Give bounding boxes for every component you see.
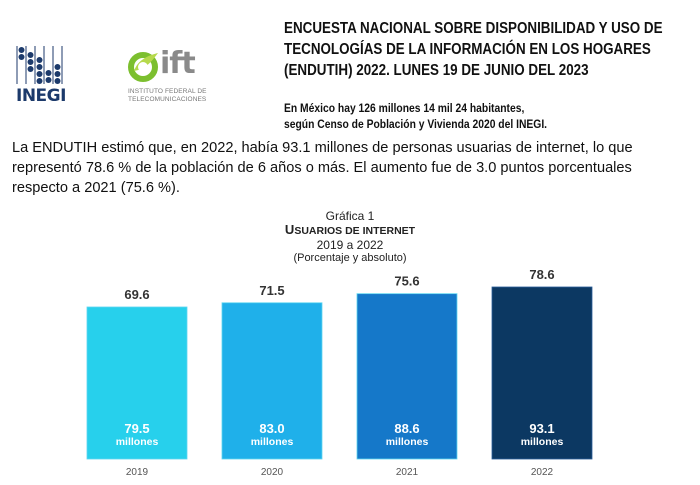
chart-note: (Porcentaje y absoluto) — [293, 252, 407, 264]
ift-subtitle-line1: INSTITUTO FEDERAL DE — [128, 88, 207, 95]
absolute-unit-label: millones — [116, 436, 159, 448]
x-tick-label: 2022 — [531, 467, 554, 478]
header-subtitle-line: En México hay 126 millones 14 mil 24 hab… — [284, 101, 525, 115]
chart-title: USUARIOS DE INTERNET — [200, 223, 500, 238]
header-title-line: (ENDUTIH) 2022. LUNES 19 DE JUNIO DEL 20… — [284, 62, 589, 79]
absolute-label: 79.5 — [124, 421, 149, 436]
absolute-label: 83.0 — [259, 421, 284, 436]
header-title: ENCUESTA NACIONAL SOBRE DISPONIBILIDAD Y… — [284, 18, 663, 81]
ift-subtitle-line2: TELECOMUNICACIONES — [128, 96, 207, 103]
value-label: 78.6 — [529, 267, 554, 282]
inegi-dots-icon — [16, 46, 63, 84]
header-title-line: ENCUESTA NACIONAL SOBRE DISPONIBILIDAD Y… — [284, 20, 663, 37]
header-subtitle: En México hay 126 millones 14 mil 24 hab… — [284, 100, 637, 132]
body-line: La ENDUTIH estimó que, en 2022, había 93… — [12, 140, 633, 156]
value-label: 71.5 — [259, 283, 284, 298]
bar-2021 — [356, 293, 458, 460]
body-line: representó 78.6 % de la población de 6 a… — [12, 160, 632, 176]
x-tick-label: 2021 — [396, 467, 419, 478]
absolute-unit-label: millones — [521, 436, 564, 448]
header-subtitle-line: según Censo de Población y Vivienda 2020… — [284, 117, 548, 131]
bar-2022 — [491, 286, 593, 460]
absolute-label: 93.1 — [529, 421, 554, 436]
header-title-line: TECNOLOGÍAS DE LA INFORMACIÓN EN LOS HOG… — [284, 41, 651, 58]
absolute-label: 88.6 — [394, 421, 419, 436]
ift-wordmark: ift — [160, 46, 196, 81]
body-paragraph: La ENDUTIH estimó que, en 2022, había 93… — [12, 138, 700, 198]
x-tick-label: 2020 — [261, 467, 284, 478]
bar-2019 — [86, 306, 188, 460]
chart-label: Gráfica 1 — [325, 209, 375, 223]
chart-title-block: Gráfica 1 USUARIOS DE INTERNET 2019 a 20… — [200, 209, 500, 265]
inegi-wordmark: INEGI — [16, 86, 66, 106]
chart-title-text: USUARIOS DE INTERNET — [284, 222, 416, 238]
x-tick-label: 2019 — [126, 467, 149, 478]
body-line: respecto a 2021 (75.6 %). — [12, 180, 180, 196]
ift-swirl-icon — [128, 52, 158, 82]
ift-logo: ift INSTITUTO FEDERAL DE TELECOMUNICACIO… — [126, 46, 221, 110]
bar-2020 — [221, 302, 323, 460]
value-label: 69.6 — [124, 287, 149, 302]
chart-subtitle: 2019 a 2022 — [316, 238, 384, 252]
inegi-logo: INEGI — [16, 46, 66, 110]
absolute-unit-label: millones — [386, 436, 429, 448]
value-label: 75.6 — [394, 274, 419, 289]
absolute-unit-label: millones — [251, 436, 294, 448]
